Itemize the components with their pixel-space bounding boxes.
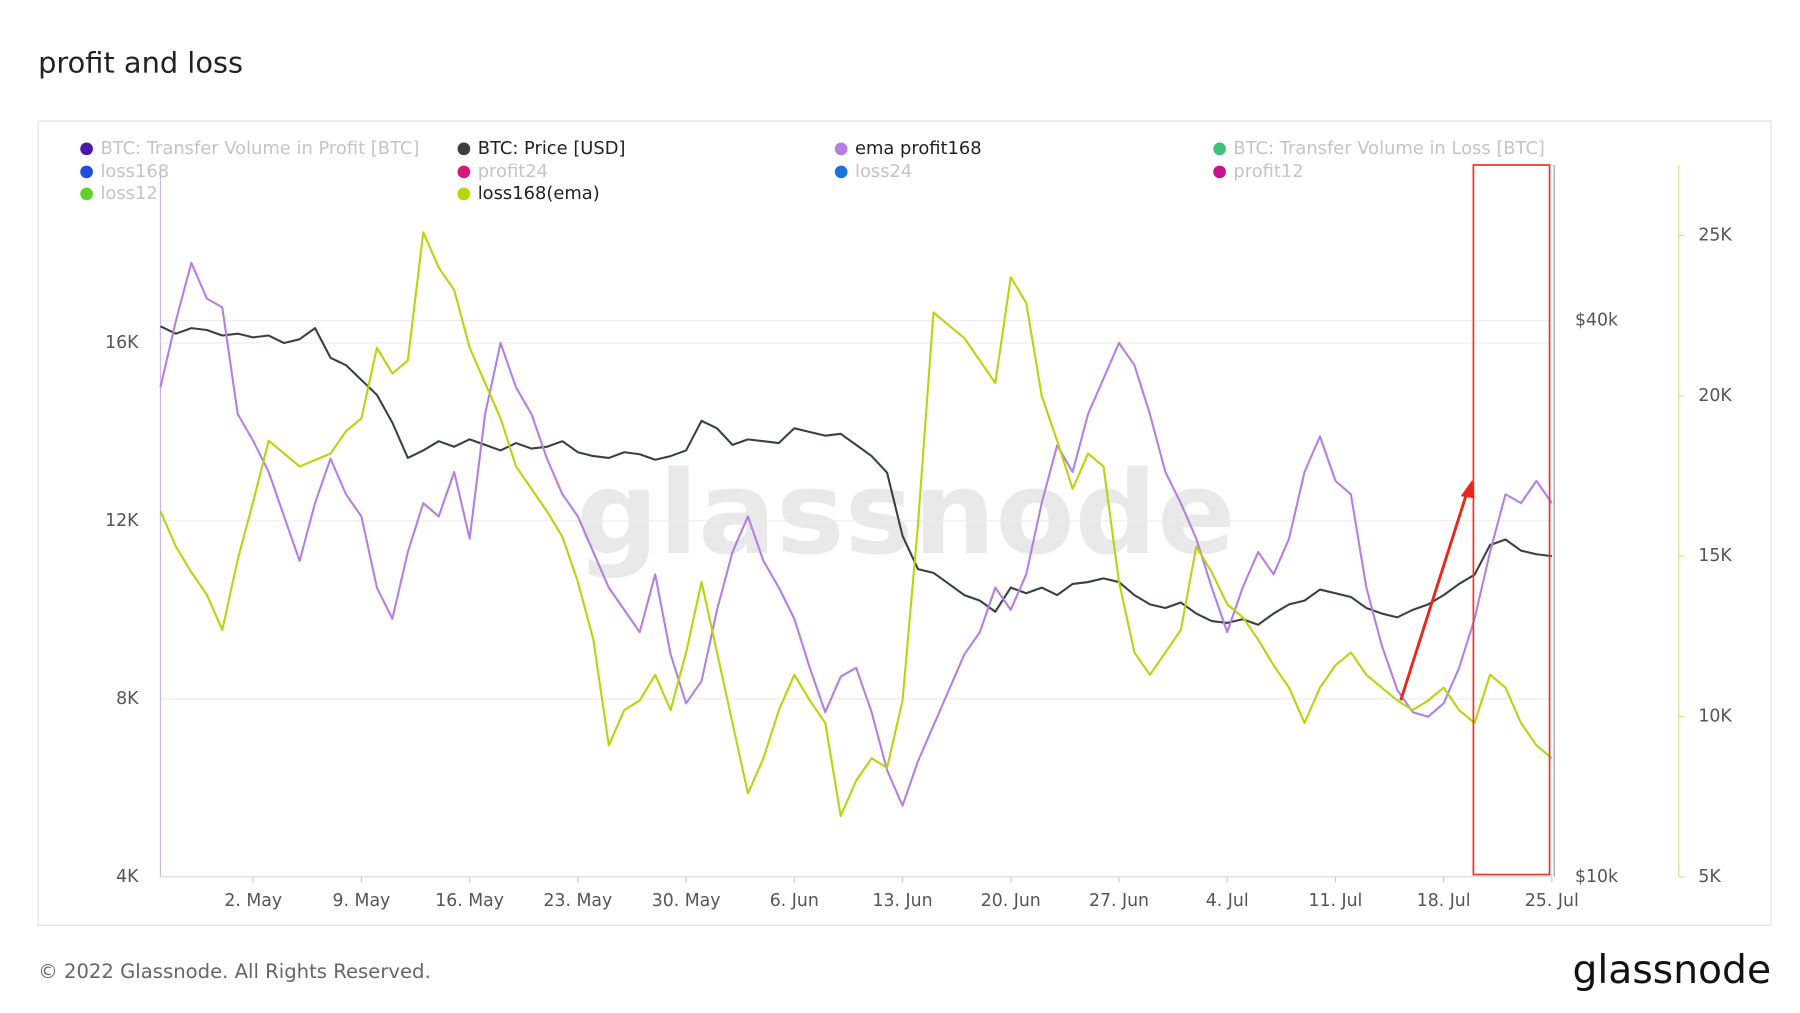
chart-title: profit and loss: [38, 46, 243, 80]
chart-frame: [37, 120, 1772, 926]
legend-marker: [834, 165, 848, 179]
legend-label: BTC: Transfer Volume in Loss [BTC]: [1233, 138, 1544, 159]
y-tick-label: 8K: [116, 689, 139, 709]
y2-tick-label: $40k: [1575, 311, 1618, 331]
footer: © 2022 Glassnode. All Rights Reserved.: [38, 960, 431, 983]
x-tick-label: 23. May: [543, 891, 612, 911]
y3-tick-label: 10K: [1698, 707, 1732, 727]
series-line: [159, 325, 1552, 626]
legend-label: loss168(ema): [478, 183, 600, 204]
y3-tick-label: 25K: [1698, 226, 1732, 246]
legend-marker: [1213, 142, 1226, 156]
y-tick-label: 16K: [105, 333, 139, 353]
legend-marker: [80, 142, 93, 156]
x-tick-label: 16. May: [435, 891, 504, 911]
x-tick-label: 6. Jun: [770, 891, 819, 911]
x-tick-label: 27. Jun: [1089, 891, 1149, 911]
annotation-arrow: [1399, 489, 1470, 701]
legend-marker: [457, 165, 471, 179]
y2-tick-label: $10k: [1575, 867, 1618, 887]
legend-label: loss24: [855, 161, 912, 182]
y-tick-label: 12K: [105, 511, 139, 531]
arrow-head: [1460, 479, 1475, 499]
y3-tick-label: 5K: [1698, 867, 1721, 887]
x-tick-label: 13. Jun: [873, 891, 933, 911]
legend-label: loss168: [100, 161, 169, 182]
series-line: [159, 261, 1553, 807]
x-tick-label: 11. Jul: [1308, 891, 1362, 911]
legend-marker: [80, 187, 93, 201]
legend-label: ema profit168: [855, 138, 982, 159]
x-tick-label: 2. May: [224, 891, 282, 911]
legend-label: BTC: Price [USD]: [478, 138, 626, 159]
logo: glassnode: [1573, 948, 1772, 993]
highlight-box: [1472, 164, 1551, 876]
x-tick-label: 30. May: [652, 891, 721, 911]
legend-marker: [457, 187, 471, 201]
x-tick-label: 18. Jul: [1417, 891, 1471, 911]
y3-tick-label: 15K: [1698, 546, 1732, 566]
legend-label: profit24: [478, 161, 548, 182]
y-tick-label: 4K: [116, 867, 139, 887]
legend-marker: [1213, 165, 1226, 179]
plot: 4K 8K 12K 16K $10k $40k 5K 10K 15K 20K 25K 2. May 9.…: [105, 164, 1732, 911]
x-tick-label: 9. May: [333, 891, 391, 911]
legend-label: profit12: [1233, 161, 1303, 182]
x-tick-label: 20. Jun: [981, 891, 1041, 911]
legend-marker: [80, 165, 93, 179]
watermark: glassnode: [576, 447, 1235, 581]
y3-tick-label: 20K: [1698, 386, 1732, 406]
x-tick-label: 4. Jul: [1206, 891, 1249, 911]
legend-label: loss12: [100, 183, 157, 204]
legend-marker: [834, 142, 848, 156]
x-tick-label: 25. Jul: [1525, 891, 1579, 911]
series-line: [159, 231, 1553, 817]
legend-label: BTC: Transfer Volume in Profit [BTC]: [100, 138, 419, 159]
legend-marker: [457, 142, 471, 156]
